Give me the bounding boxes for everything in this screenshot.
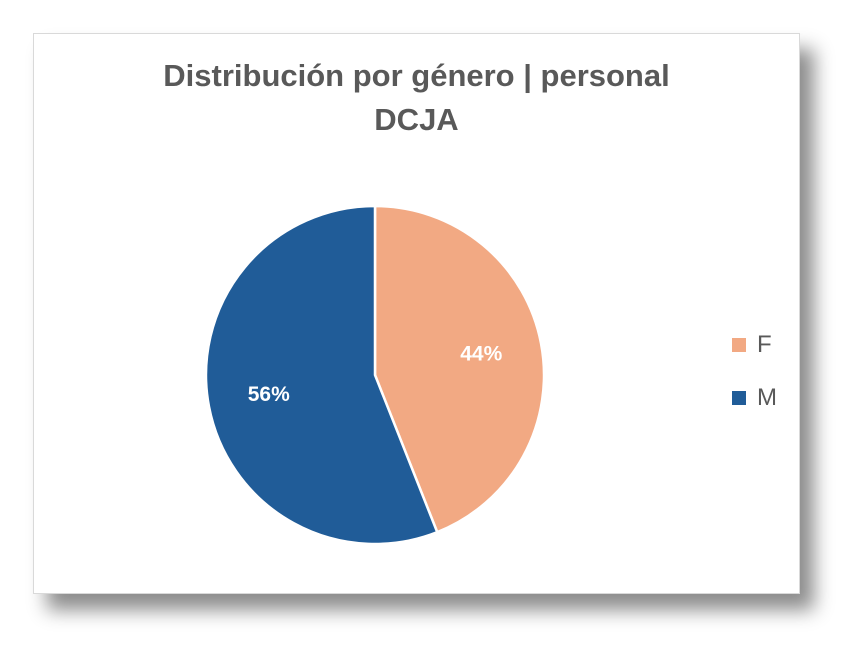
legend-swatch-m <box>732 391 746 405</box>
chart-title-line-2: DCJA <box>374 102 459 137</box>
legend-swatch-f <box>732 338 746 352</box>
legend-item-m: M <box>732 385 777 411</box>
legend-label-f: F <box>757 331 772 358</box>
pie-chart: 44% 56% <box>204 204 546 546</box>
pie-slice-m <box>204 204 439 546</box>
chart-area: Distribución por género | personal DCJA … <box>33 33 800 594</box>
legend: F M <box>732 332 777 438</box>
chart-title: Distribución por género | personal DCJA <box>34 54 799 142</box>
data-label-m: 56% <box>248 383 290 406</box>
data-label-f: 44% <box>460 342 502 365</box>
pie-slice-f <box>373 204 546 534</box>
legend-label-m: M <box>757 384 777 411</box>
chart-title-line-1: Distribución por género | personal <box>163 58 670 93</box>
legend-item-f: F <box>732 332 777 358</box>
